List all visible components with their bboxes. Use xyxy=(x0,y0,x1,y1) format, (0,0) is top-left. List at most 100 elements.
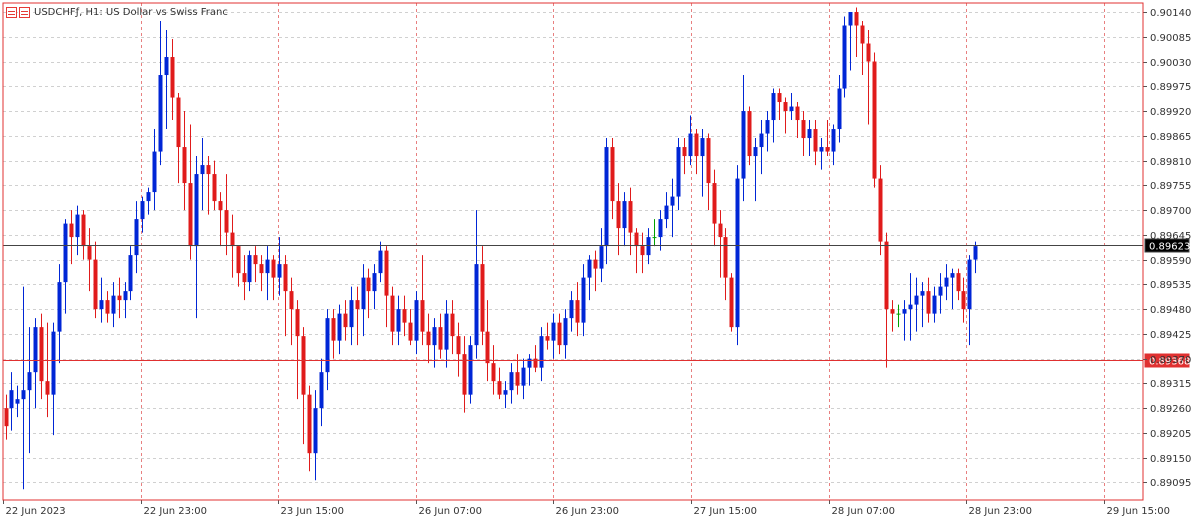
candle xyxy=(759,120,764,175)
candle-body xyxy=(81,214,86,247)
candle xyxy=(325,309,330,391)
candle xyxy=(87,228,92,292)
candle-body xyxy=(51,331,56,395)
candle-body xyxy=(87,246,92,260)
candle xyxy=(854,7,859,58)
candle-body xyxy=(134,219,139,256)
candle xyxy=(813,120,818,166)
candle xyxy=(259,255,264,292)
candle xyxy=(503,381,508,409)
candle xyxy=(9,372,14,431)
candle-body xyxy=(551,322,556,341)
candle xyxy=(99,277,104,323)
candle xyxy=(682,138,687,175)
candle xyxy=(337,304,342,355)
candle-body xyxy=(4,408,9,427)
candle-body xyxy=(140,201,145,220)
candle-body xyxy=(956,273,961,292)
time-tick-label: 26 Jun 23:00 xyxy=(556,506,620,517)
candle-body xyxy=(259,264,264,274)
candle-body xyxy=(676,147,681,197)
candle-body xyxy=(319,372,324,409)
candle-body xyxy=(575,300,580,323)
candle-body xyxy=(456,336,461,355)
candle-body xyxy=(616,201,621,229)
candle xyxy=(658,210,663,251)
time-tick-label: 22 Jun 2023 xyxy=(6,506,66,517)
candle-body xyxy=(723,237,728,278)
candle xyxy=(926,277,931,323)
candle xyxy=(21,286,26,490)
candle xyxy=(128,246,133,301)
candle xyxy=(111,282,116,328)
candle-body xyxy=(462,354,467,395)
candle-body xyxy=(343,313,348,328)
candle xyxy=(497,367,502,400)
candle xyxy=(831,124,836,166)
candle xyxy=(604,138,609,265)
candle-body xyxy=(533,358,538,368)
candle xyxy=(271,255,276,301)
candle xyxy=(908,273,913,341)
candle-body xyxy=(914,295,919,305)
candle-body xyxy=(15,399,20,404)
price-tick-label: 0.89370 xyxy=(1150,355,1191,366)
candle-body xyxy=(777,93,782,103)
candle xyxy=(224,174,229,256)
candle xyxy=(509,363,514,404)
candle xyxy=(140,196,145,233)
candle xyxy=(676,138,681,211)
candle xyxy=(200,138,205,211)
candle-body xyxy=(450,313,455,337)
candle-body xyxy=(837,88,842,130)
candle-body xyxy=(539,336,544,368)
candle-body xyxy=(75,214,80,238)
price-tick-label: 0.89590 xyxy=(1150,256,1191,267)
candle-body xyxy=(164,57,169,76)
candle-body xyxy=(283,264,288,292)
candle-body xyxy=(99,300,104,310)
candle-body xyxy=(581,277,586,323)
candle-body xyxy=(938,286,943,296)
candle xyxy=(146,187,151,215)
candle-body xyxy=(848,12,853,26)
candle-body xyxy=(194,174,199,247)
candle xyxy=(944,264,949,301)
candle-body xyxy=(634,232,639,247)
candle-body xyxy=(682,147,687,157)
price-tick-label: 0.89700 xyxy=(1150,206,1191,217)
candle xyxy=(837,75,842,143)
candle-body xyxy=(271,259,276,278)
candle-body xyxy=(21,390,26,400)
candle xyxy=(450,300,455,355)
candle xyxy=(15,385,20,418)
candle-body xyxy=(587,259,592,278)
price-tick-label: 0.89755 xyxy=(1150,181,1191,192)
candle xyxy=(301,327,306,445)
candle xyxy=(105,291,110,323)
candle-body xyxy=(801,120,806,139)
candle-body xyxy=(253,255,258,265)
candle xyxy=(914,277,919,332)
candle-body xyxy=(866,43,871,62)
candle-body xyxy=(432,327,437,346)
candle xyxy=(218,192,223,247)
candle-body xyxy=(63,223,68,283)
candle-body xyxy=(111,295,116,314)
candle xyxy=(747,106,752,166)
candle xyxy=(206,156,211,215)
candle xyxy=(462,336,467,413)
candle-body xyxy=(670,196,675,206)
candle-body xyxy=(182,147,187,184)
candle xyxy=(444,300,449,368)
candle-body xyxy=(759,133,764,148)
candle-body xyxy=(45,381,50,395)
candle-body xyxy=(206,165,211,175)
candle xyxy=(372,264,377,310)
time-tick-label: 28 Jun 07:00 xyxy=(832,506,896,517)
price-tick-label: 0.89205 xyxy=(1150,429,1191,440)
price-tick-label: 0.89645 xyxy=(1150,231,1191,242)
candle-body xyxy=(557,322,562,346)
